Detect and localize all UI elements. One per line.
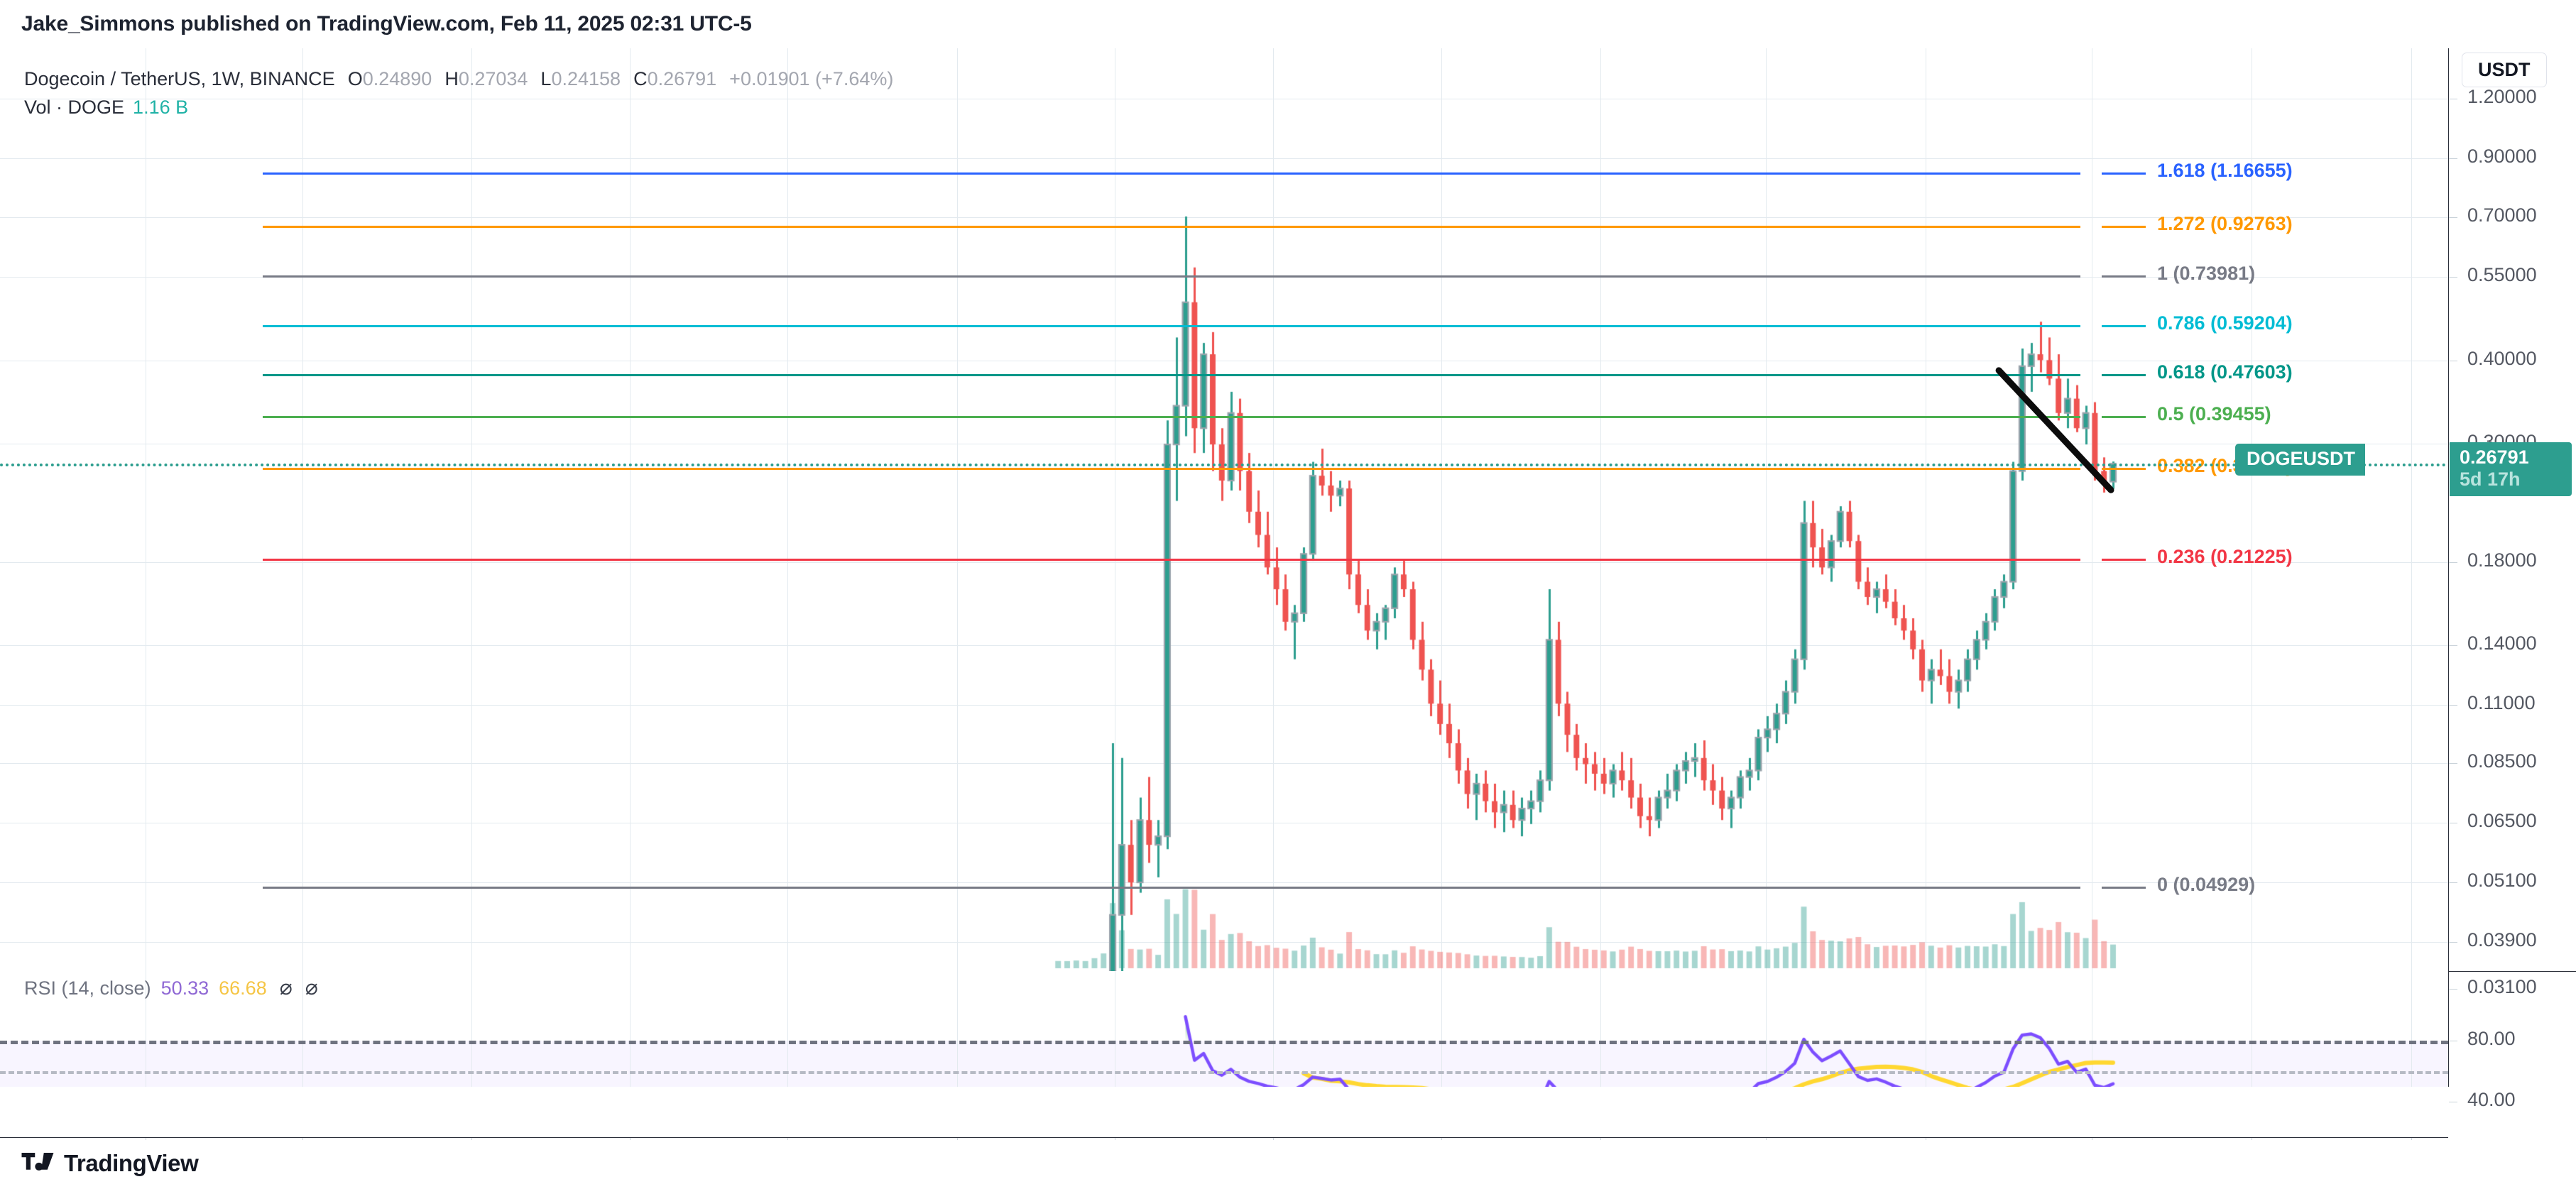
fib-level-line[interactable] <box>263 468 2080 470</box>
price-dotted-line <box>0 464 2448 467</box>
attribution-text: Jake_Simmons published on TradingView.co… <box>21 12 752 35</box>
price-scale-badge-countdown: 5d 17h <box>2460 469 2521 491</box>
fib-label-dash <box>2102 559 2146 561</box>
rsi-legend: RSI (14, close) 50.33 66.68 ⌀ ⌀ <box>24 975 318 1000</box>
rsi-midline <box>0 1071 2448 1074</box>
fib-level-line[interactable] <box>263 559 2080 561</box>
price-scale-tick-mark <box>2449 763 2457 764</box>
symbol-title[interactable]: Dogecoin / TetherUS, 1W, BINANCE <box>24 68 335 89</box>
price-scale-tick: 0.70000 <box>2467 204 2537 226</box>
footer: TradingView <box>0 1140 2576 1189</box>
rsi-value: 50.33 <box>160 977 209 999</box>
price-scale-tick: 0.11000 <box>2467 692 2536 713</box>
fib-level-label: 0.786 (0.59204) <box>2157 312 2293 334</box>
price-scale-badge-price: 0.26791 <box>2460 446 2529 469</box>
fib-level-line[interactable] <box>263 226 2080 228</box>
price-scale-tick-mark <box>2449 942 2457 943</box>
open-value: 0.24890 <box>362 68 432 89</box>
price-scale-tick-mark <box>2449 705 2457 706</box>
price-scale-tick-mark <box>2449 645 2457 646</box>
fib-level-label: 0.5 (0.39455) <box>2157 403 2271 424</box>
tradingview-mark-icon <box>21 1153 54 1171</box>
price-scale-unit[interactable]: USDT <box>2462 53 2547 87</box>
tradingview-wordmark: TradingView <box>64 1150 199 1176</box>
symbol-legend: Dogecoin / TetherUS, 1W, BINANCE O0.24890… <box>24 70 893 126</box>
open-key: O <box>347 68 363 89</box>
rsi-na-2-icon: ⌀ <box>305 976 318 999</box>
price-badge-symbol: DOGEUSDT <box>2235 444 2366 476</box>
price-scale-tick-mark <box>2449 989 2457 990</box>
pane-separator <box>2448 971 2576 972</box>
fib-level-label: 1.272 (0.92763) <box>2157 213 2293 234</box>
fib-label-dash <box>2102 172 2146 175</box>
price-scale-tick: 0.40000 <box>2467 348 2537 369</box>
price-scale-tick: 0.08500 <box>2467 750 2537 772</box>
rsi-ma-value: 66.68 <box>219 977 267 999</box>
price-scale-tick-mark <box>2449 217 2457 218</box>
price-scale-tick-mark <box>2449 158 2457 159</box>
symbol-ohlc-row: Dogecoin / TetherUS, 1W, BINANCE O0.24890… <box>24 70 893 89</box>
high-key: H <box>444 68 459 89</box>
fib-level-label: 1.618 (1.16655) <box>2157 160 2293 181</box>
fib-level-line[interactable] <box>263 325 2080 327</box>
rsi-scale-tick: 80.00 <box>2467 1028 2516 1049</box>
close-key: C <box>633 68 648 89</box>
fib-level-label: 0 (0.04929) <box>2157 874 2256 895</box>
price-scale-tick: 0.55000 <box>2467 264 2537 285</box>
fib-level-label: 0.618 (0.47603) <box>2157 361 2293 383</box>
candlestick-canvas <box>0 48 2448 971</box>
rsi-name[interactable]: RSI (14, close) <box>24 977 151 999</box>
price-scale-tick: 0.14000 <box>2467 632 2537 654</box>
price-scale-tick: 0.03900 <box>2467 929 2537 950</box>
fib-level-line[interactable] <box>263 374 2080 376</box>
fib-level-line[interactable] <box>263 275 2080 278</box>
price-scale-tick: 0.05100 <box>2467 870 2537 891</box>
rsi-na-1-icon: ⌀ <box>279 976 293 999</box>
close-value: 0.26791 <box>647 68 717 89</box>
price-scale-tick: 0.03100 <box>2467 976 2537 997</box>
chart-frame: 1.618 (1.16655) 1.272 (0.92763) 1 (0.73981… <box>0 48 2576 1171</box>
price-scale-tick: 0.90000 <box>2467 146 2537 167</box>
fib-label-dash <box>2102 226 2146 228</box>
price-scale-tick: 1.20000 <box>2467 86 2537 107</box>
price-scale-badge[interactable]: 0.26791 5d 17h <box>2450 442 2572 496</box>
fib-level-line[interactable] <box>263 416 2080 418</box>
fib-level-line[interactable] <box>263 172 2080 175</box>
low-value: 0.24158 <box>551 68 621 89</box>
fib-label-dash <box>2102 275 2146 278</box>
fib-label-dash <box>2102 374 2146 376</box>
tradingview-logo[interactable]: TradingView <box>21 1150 199 1177</box>
fib-level-label: 1 (0.73981) <box>2157 263 2256 284</box>
rsi-pane[interactable]: RSI (14, close) 50.33 66.68 ⌀ ⌀ <box>0 971 2448 1087</box>
fib-label-dash <box>2102 416 2146 418</box>
volume-label[interactable]: Vol · DOGE <box>24 97 125 118</box>
price-scale[interactable]: USDT 1.20000 0.90000 0.70000 0.55000 0.40000… <box>2448 48 2576 1110</box>
high-value: 0.27034 <box>458 68 528 89</box>
low-key: L <box>540 68 552 89</box>
fib-label-dash <box>2102 887 2146 889</box>
rsi-canvas <box>0 971 2448 1087</box>
rsi-scale-tick: 40.00 <box>2467 1089 2516 1110</box>
fib-level-label: 0.236 (0.21225) <box>2157 546 2293 567</box>
price-scale-tick-mark <box>2449 882 2457 883</box>
fib-level-line[interactable] <box>263 887 2080 889</box>
price-scale-tick-mark <box>2449 562 2457 563</box>
price-scale-tick: 0.06500 <box>2467 810 2537 831</box>
fib-label-dash <box>2102 468 2146 470</box>
rsi-overbought-line <box>0 1041 2448 1044</box>
price-scale-tick: 0.18000 <box>2467 549 2537 571</box>
volume-value: 1.16 B <box>133 97 189 118</box>
fib-label-dash <box>2102 325 2146 327</box>
change-value: +0.01901 (+7.64%) <box>729 68 894 89</box>
price-badge[interactable]: DOGEUSDT <box>2235 444 2366 476</box>
price-scale-tick-mark <box>2449 277 2457 278</box>
volume-legend-row: Vol · DOGE 1.16 B <box>24 98 893 117</box>
price-pane[interactable]: 1.618 (1.16655) 1.272 (0.92763) 1 (0.73981… <box>0 48 2448 971</box>
